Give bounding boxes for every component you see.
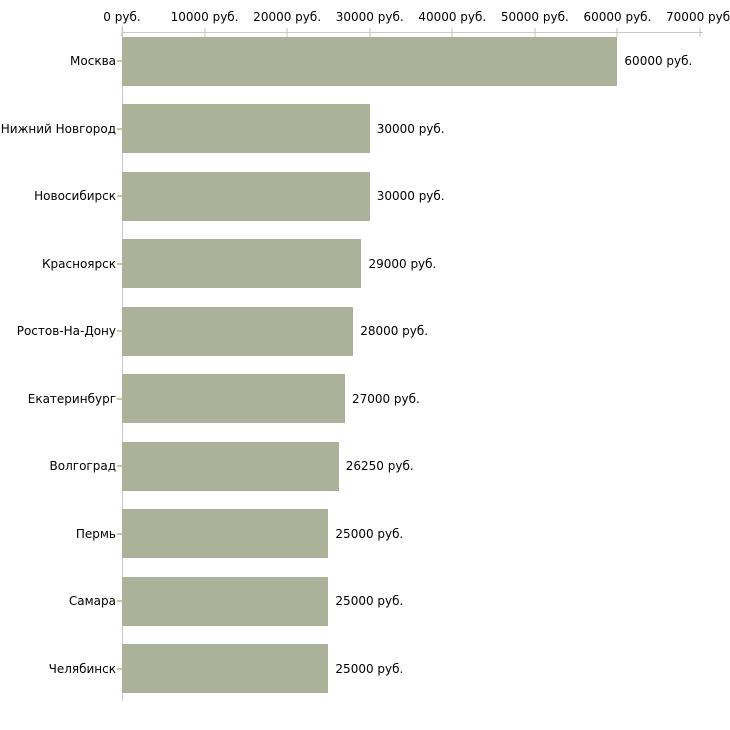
- value-label: 25000 руб.: [335, 594, 404, 608]
- category-label: Челябинск: [48, 661, 116, 676]
- category-label: Новосибирск: [34, 189, 116, 203]
- category-tick: [117, 262, 122, 265]
- x-axis-tick-label: 50000 руб.: [500, 10, 569, 24]
- category-label: Ростов-На-Дону: [16, 324, 116, 338]
- value-label: 28000 руб.: [360, 324, 429, 338]
- x-axis-tick: [534, 28, 536, 37]
- x-axis-tick: [699, 28, 701, 37]
- category-label: Пермь: [75, 526, 116, 541]
- value-label: 30000 руб.: [376, 121, 445, 136]
- category-label: Волгоград: [49, 459, 116, 473]
- x-axis-line: [122, 32, 703, 33]
- x-axis-tick: [369, 28, 371, 37]
- bar: [122, 576, 329, 626]
- category-tick: [117, 600, 122, 602]
- x-axis-tick: [616, 28, 618, 37]
- y-axis-line: [122, 26, 123, 701]
- category-label: Нижний Новгород: [0, 121, 116, 136]
- category-tick: [117, 60, 122, 62]
- value-label: 29000 руб.: [368, 256, 437, 271]
- category-label: Екатеринбург: [27, 391, 116, 406]
- bar: [122, 509, 329, 558]
- category-label: Красноярск: [42, 256, 116, 271]
- bar: [122, 441, 339, 491]
- bar: [122, 104, 370, 153]
- bar: [122, 644, 329, 693]
- x-axis-tick-label: 70000 руб.: [666, 10, 730, 24]
- x-axis-tick: [121, 28, 123, 37]
- value-label: 25000 руб.: [335, 661, 404, 676]
- category-tick: [117, 667, 122, 670]
- category-tick: [117, 127, 122, 130]
- x-axis-tick: [204, 28, 206, 37]
- value-label: 25000 руб.: [335, 526, 404, 541]
- value-label: 26250 руб.: [345, 459, 414, 473]
- x-axis-tick: [451, 28, 453, 37]
- bar: [122, 239, 362, 288]
- category-tick: [117, 195, 122, 197]
- x-axis-tick-label: 10000 руб.: [170, 10, 239, 24]
- bar: [122, 36, 618, 86]
- bar: [122, 374, 345, 423]
- category-tick: [117, 330, 122, 332]
- x-axis-tick-label: 0 руб.: [103, 10, 141, 24]
- category-tick: [117, 397, 122, 400]
- bar: [122, 171, 370, 221]
- x-axis-tick-label: 20000 руб.: [253, 10, 322, 24]
- value-label: 30000 руб.: [376, 189, 445, 203]
- category-label: Москва: [70, 54, 116, 68]
- category-tick: [117, 532, 122, 535]
- category-tick: [117, 465, 122, 467]
- category-label: Самара: [68, 594, 116, 608]
- value-label: 27000 руб.: [351, 391, 420, 406]
- x-axis-tick-label: 60000 руб.: [583, 10, 652, 24]
- x-axis-tick-label: 30000 руб.: [335, 10, 404, 24]
- value-label: 60000 руб.: [624, 54, 693, 68]
- bar: [122, 306, 354, 356]
- x-axis-tick: [286, 28, 288, 37]
- x-axis-tick-label: 40000 руб.: [418, 10, 487, 24]
